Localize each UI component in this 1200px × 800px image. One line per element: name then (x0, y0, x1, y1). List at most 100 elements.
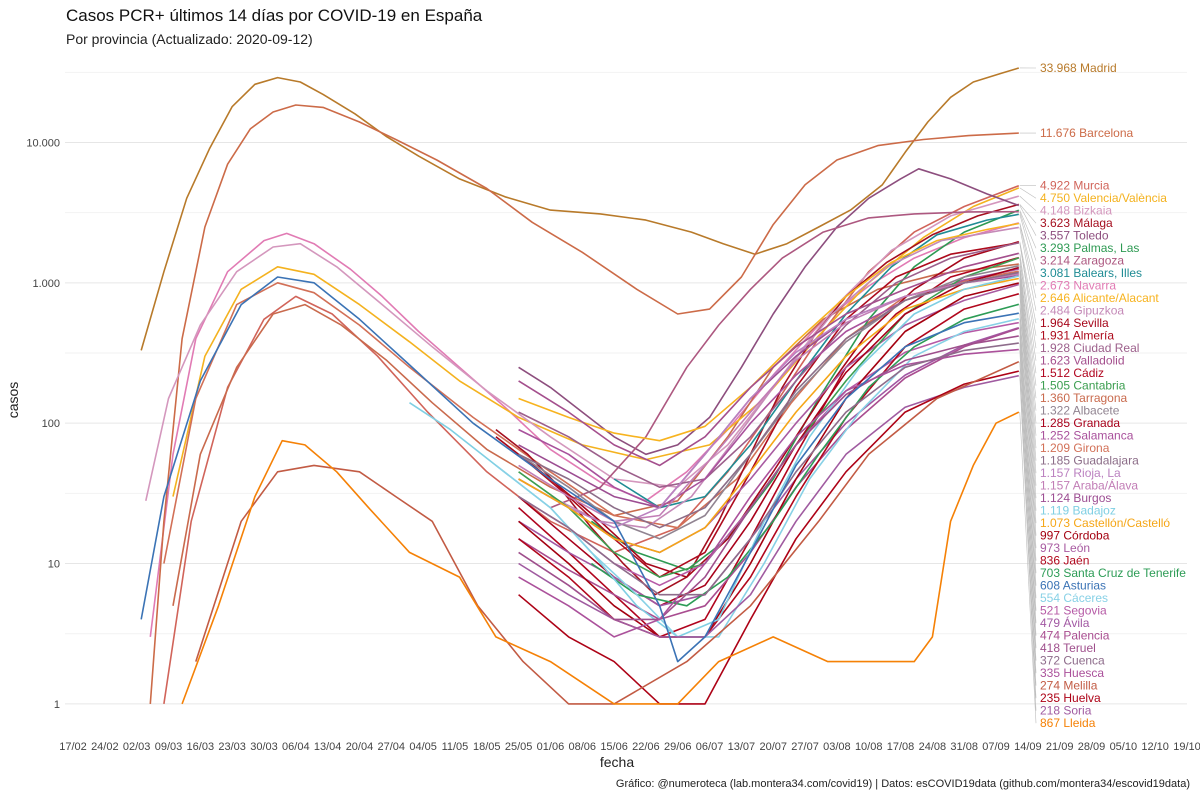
leader-line (1019, 375, 1037, 711)
x-tick-label: 13/07 (728, 741, 756, 753)
series-end-label: 3.557 Toledo (1040, 229, 1109, 243)
series-line (140, 276, 1019, 663)
series-end-label: 274 Melilla (1040, 679, 1098, 693)
series-end-label: 1.185 Guadalajara (1040, 454, 1139, 468)
series-end-label: 608 Asturias (1040, 579, 1106, 593)
leader-line (1019, 195, 1037, 211)
leader-line (1019, 210, 1037, 249)
series-end-label: 703 Santa Cruz de Tenerife (1040, 566, 1186, 580)
series-line (518, 168, 1020, 456)
series-end-label: 4.148 Bizkaia (1040, 204, 1112, 218)
x-tick-label: 18/05 (473, 741, 501, 753)
x-tick-label: 28/09 (1078, 741, 1106, 753)
series-line (172, 187, 1020, 497)
x-tick-label: 31/08 (950, 741, 978, 753)
x-tick-label: 01/06 (537, 741, 565, 753)
series-end-label: 521 Segovia (1040, 604, 1107, 618)
series-line (518, 252, 1019, 467)
series-line (495, 240, 1020, 578)
leader-line (1019, 253, 1037, 361)
y-tick-label: 10 (48, 559, 60, 571)
series-end-label: 1.512 Cádiz (1040, 366, 1104, 380)
leader-line (1019, 214, 1037, 274)
series-end-label: 836 Jaén (1040, 554, 1089, 568)
x-tick-label: 20/04 (346, 741, 374, 753)
series-line (495, 318, 1019, 638)
leader-line (1019, 278, 1037, 524)
leader-line (1019, 412, 1037, 724)
y-tick-label: 10.000 (26, 137, 60, 149)
x-tick-label: 14/09 (1014, 741, 1042, 753)
series-line (195, 360, 1020, 705)
series-end-label: 2.673 Navarra (1040, 279, 1116, 293)
series-end-label: 1.252 Salamanca (1040, 429, 1134, 443)
series-line (518, 370, 1019, 705)
series-end-label: 3.293 Palmas, Las (1040, 241, 1139, 255)
series-line (518, 266, 1020, 607)
leader-line (1019, 343, 1037, 661)
leader-line (1019, 205, 1037, 236)
x-tick-label: 24/08 (919, 741, 947, 753)
series-end-label: 1.157 Rioja, La (1040, 466, 1121, 480)
leader-line (1019, 223, 1037, 299)
leader-line (1019, 187, 1037, 199)
x-tick-label: 19/10 (1173, 741, 1200, 753)
series-end-label: 1.157 Araba/Álava (1040, 478, 1138, 493)
series-line (550, 210, 1019, 509)
x-tick-label: 03/08 (823, 741, 851, 753)
series-end-label: 1.505 Cantabria (1040, 379, 1126, 393)
x-tick-label: 15/06 (600, 741, 628, 753)
series-end-label: 1.285 Granada (1040, 416, 1120, 430)
series-end-label: 11.676 Barcelona (1040, 126, 1134, 140)
series-end-label: 867 Lleida (1040, 716, 1096, 730)
x-tick-label: 29/06 (664, 741, 692, 753)
series-lines (140, 67, 1020, 705)
y-axis-label: casos (5, 382, 21, 419)
x-tick-label: 07/09 (982, 741, 1010, 753)
chart-caption: Gráfico: @numeroteca (lab.montera34.com/… (615, 778, 1190, 790)
series-line (495, 203, 1020, 596)
series-line (181, 411, 1020, 705)
minor-gridlines (65, 71, 1187, 635)
leader-line (1019, 267, 1037, 424)
x-tick-label: 24/02 (91, 741, 119, 753)
leader-line (1019, 257, 1037, 386)
series-line (590, 209, 1020, 571)
series-end-label: 418 Teruel (1040, 641, 1096, 655)
x-tick-label: 04/05 (409, 741, 437, 753)
x-tick-label: 10/08 (855, 741, 883, 753)
x-tick-label: 11/05 (442, 741, 469, 753)
x-tick-label: 22/06 (632, 741, 660, 753)
series-end-label: 1.124 Burgos (1040, 491, 1111, 505)
series-end-label: 554 Cáceres (1040, 591, 1108, 605)
y-axis-ticks: 1 10 100 1.000 10.000 (26, 137, 60, 710)
leader-line (1019, 313, 1037, 586)
series-line (163, 270, 1019, 564)
leader-line (1019, 211, 1037, 261)
series-line (163, 184, 1020, 705)
x-tick-label: 20/07 (759, 741, 787, 753)
series-end-label: 33.968 Madrid (1040, 61, 1117, 75)
series-end-label: 3.623 Málaga (1040, 216, 1113, 230)
leader-line (1019, 227, 1037, 311)
x-tick-label: 17/08 (887, 741, 915, 753)
series-end-label: 1.931 Almería (1040, 329, 1114, 343)
x-tick-label: 05/10 (1110, 741, 1138, 753)
series-line (518, 282, 1019, 638)
x-tick-label: 16/03 (187, 741, 215, 753)
x-tick-label: 23/03 (218, 741, 246, 753)
x-tick-label: 27/04 (378, 741, 406, 753)
series-end-label: 2.484 Gipuzkoa (1040, 304, 1124, 318)
series-end-label: 1.360 Tarragona (1040, 391, 1128, 405)
leader-line (1019, 242, 1037, 349)
series-end-label: 335 Huesca (1040, 666, 1104, 680)
series-end-label: 1.209 Girona (1040, 441, 1110, 455)
series-line (149, 104, 1019, 704)
series-line (518, 342, 1019, 596)
leader-line (1019, 335, 1037, 649)
series-end-label: 3.214 Zaragoza (1040, 254, 1124, 268)
series-line (518, 265, 1019, 540)
x-tick-label: 02/03 (123, 741, 151, 753)
series-end-label: 997 Córdoba (1040, 529, 1110, 543)
